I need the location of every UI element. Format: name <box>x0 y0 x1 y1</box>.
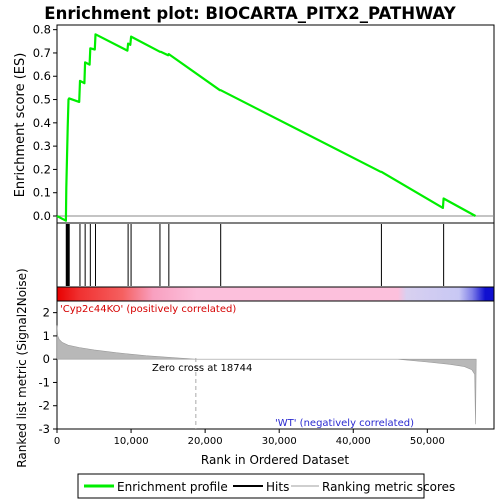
metric-y-tick-label: -2 <box>39 399 50 413</box>
enrichment-profile-series <box>56 33 477 222</box>
metric-y-axis: -3 -2 -1 0 1 2 <box>39 306 57 436</box>
metric-area <box>56 325 477 429</box>
legend-item-hits: Hits <box>266 480 289 494</box>
legend-item-profile: Enrichment profile <box>117 480 228 494</box>
metric-y-tick-label: 1 <box>43 329 50 343</box>
es-y-tick-label: 0.0 <box>33 209 51 223</box>
metric-y-tick-label: -3 <box>39 422 50 436</box>
x-tick-label: 40,000 <box>336 436 371 447</box>
x-axis-label: Rank in Ordered Dataset <box>201 453 349 467</box>
zero-cross-label: Zero cross at 18744 <box>152 363 252 374</box>
es-y-tick-label: 0.5 <box>33 93 51 107</box>
negative-correlation-label: 'WT' (negatively correlated) <box>275 418 414 429</box>
es-panel-frame <box>56 24 495 224</box>
hits-panel-frame <box>56 222 495 288</box>
x-tick-label: 50,000 <box>410 436 445 447</box>
es-y-tick-label: 0.4 <box>33 116 51 130</box>
es-y-tick-label: 0.7 <box>33 46 51 60</box>
es-y-axis-label: Enrichment score (ES) <box>13 53 28 198</box>
hit-marks <box>65 224 445 286</box>
x-tick-label: 20,000 <box>188 436 223 447</box>
x-tick-label: 30,000 <box>262 436 297 447</box>
x-tick-label: 0 <box>54 436 60 447</box>
legend: Enrichment profile Hits Ranking metric s… <box>77 473 455 499</box>
es-y-tick-label: 0.2 <box>33 162 51 176</box>
es-y-tick-label: 0.1 <box>33 186 51 200</box>
legend-item-metric: Ranking metric scores <box>322 480 455 494</box>
metric-panel-frame <box>56 300 495 430</box>
x-tick-label: 10,000 <box>114 436 149 447</box>
es-y-axis: 0.0 0.1 0.2 0.3 0.4 0.5 0.6 0.7 0.8 <box>33 23 57 223</box>
rank-x-axis: 0 10,000 20,000 30,000 40,000 50,000 <box>54 429 445 447</box>
metric-y-tick-label: 2 <box>43 306 50 320</box>
chart-title: Enrichment plot: BIOCARTA_PITX2_PATHWAY <box>44 4 456 23</box>
metric-y-axis-label: Ranked list metric (Signal2Noise) <box>15 268 29 467</box>
es-y-tick-label: 0.3 <box>33 139 51 153</box>
rank-bar <box>56 286 495 302</box>
metric-series <box>56 325 477 425</box>
positive-correlation-label: 'Cyp2c44KO' (positively correlated) <box>60 304 236 315</box>
es-y-tick-label: 0.8 <box>33 23 51 37</box>
metric-y-tick-label: -1 <box>39 375 50 389</box>
enrichment-profile-line <box>56 33 477 222</box>
metric-y-tick-label: 0 <box>43 352 50 366</box>
es-y-tick-label: 0.6 <box>33 69 51 83</box>
